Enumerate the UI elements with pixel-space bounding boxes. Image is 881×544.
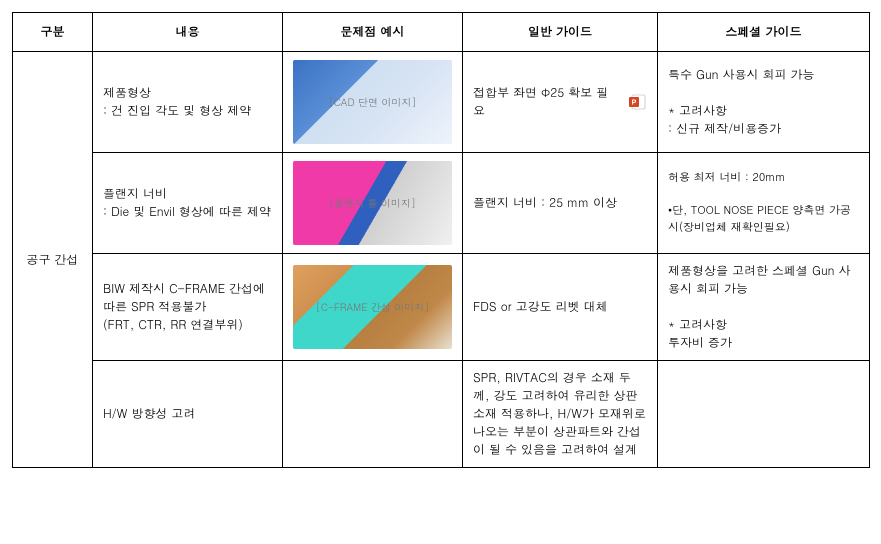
example-image: [CAD 단면 이미지] [293,60,452,144]
content-cell: BIW 제작시 C-FRAME 간섭에 따른 SPR 적용불가(FRT, CTR… [93,254,283,361]
general-cell: SPR, RIVTAC의 경우 소재 두께, 강도 고려하여 유리한 상판소재 … [463,361,658,468]
content-cell: H/W 방향성 고려 [93,361,283,468]
table-row: BIW 제작시 C-FRAME 간섭에 따른 SPR 적용불가(FRT, CTR… [13,254,870,361]
general-cell: FDS or 고강도 리벳 대체 [463,254,658,361]
example-cell: [CAD 단면 이미지] [283,52,463,153]
guide-table: 구분 내용 문제점 예시 일반 가이드 스페셜 가이드 공구 간섭 제품형상: … [12,12,870,468]
example-image-alt: [플랜지 툴 이미지] [329,196,416,211]
special-cell: 제품형상을 고려한 스페셜 Gun 사용시 회피 가능* 고려사항 투자비 증가 [658,254,870,361]
example-image-alt: [C-FRAME 간섭 이미지] [316,300,430,315]
general-text: 접합부 좌면 Φ25 확보 필요 [473,84,619,120]
special-cell [658,361,870,468]
header-general: 일반 가이드 [463,13,658,52]
header-content: 내용 [93,13,283,52]
table-row: H/W 방향성 고려 SPR, RIVTAC의 경우 소재 두께, 강도 고려하… [13,361,870,468]
example-cell: [C-FRAME 간섭 이미지] [283,254,463,361]
header-special: 스페셜 가이드 [658,13,870,52]
header-category: 구분 [13,13,93,52]
special-cell: 허용 최저 너비 : 20mm•단, TOOL NOSE PIECE 양측면 가… [658,153,870,254]
category-cell: 공구 간섭 [13,52,93,468]
example-cell [283,361,463,468]
example-image: [C-FRAME 간섭 이미지] [293,265,452,349]
table-row: 플랜지 너비: Die 및 Envil 형상에 따른 제약 [플랜지 툴 이미지… [13,153,870,254]
content-cell: 플랜지 너비: Die 및 Envil 형상에 따른 제약 [93,153,283,254]
example-cell: [플랜지 툴 이미지] [283,153,463,254]
general-cell: 접합부 좌면 Φ25 확보 필요 P [463,52,658,153]
header-row: 구분 내용 문제점 예시 일반 가이드 스페셜 가이드 [13,13,870,52]
header-example: 문제점 예시 [283,13,463,52]
example-image: [플랜지 툴 이미지] [293,161,452,245]
special-cell: 특수 Gun 사용시 회피 가능* 고려사항 : 신규 제작/비용증가 [658,52,870,153]
table-row: 공구 간섭 제품형상: 건 진입 각도 및 형상 제약 [CAD 단면 이미지]… [13,52,870,153]
svg-text:P: P [632,100,637,107]
powerpoint-icon: P [629,93,647,111]
content-cell: 제품형상: 건 진입 각도 및 형상 제약 [93,52,283,153]
example-image-alt: [CAD 단면 이미지] [329,95,417,110]
general-cell: 플랜지 너비 : 25 mm 이상 [463,153,658,254]
